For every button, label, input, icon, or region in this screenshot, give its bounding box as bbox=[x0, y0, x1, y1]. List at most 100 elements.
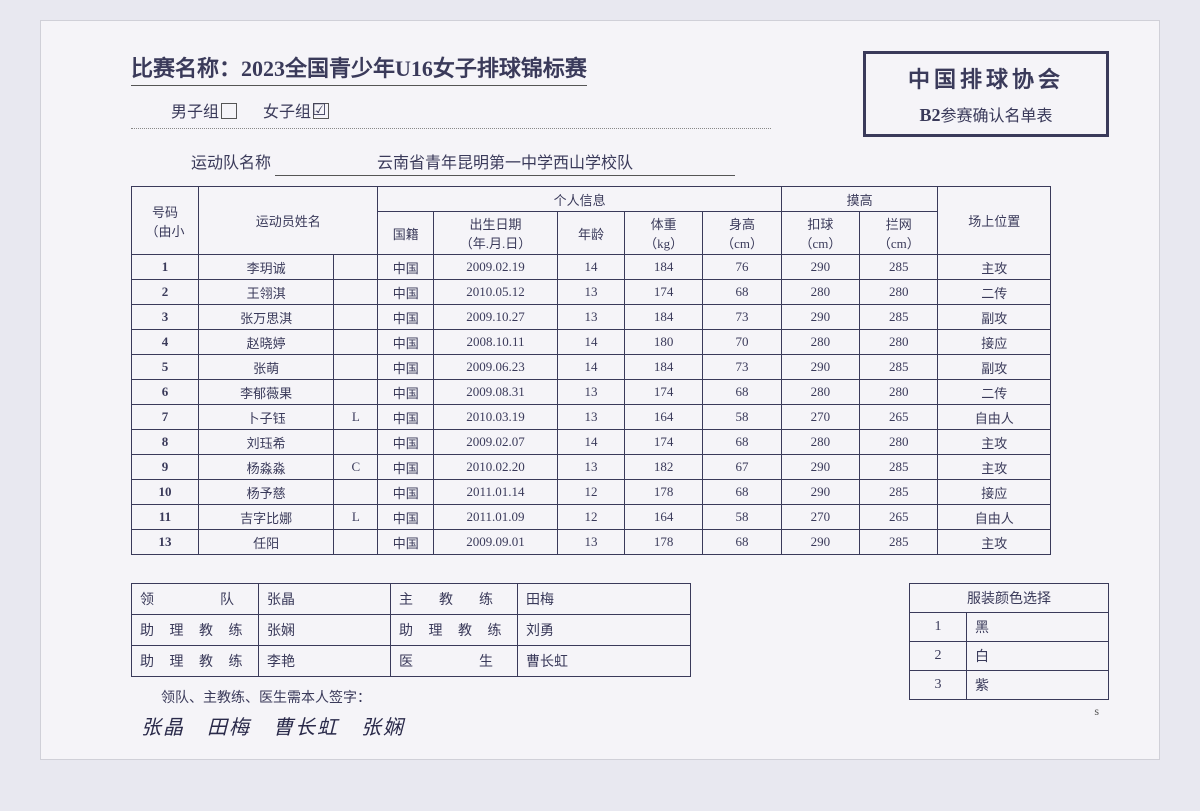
col-block-u: （cm） bbox=[878, 236, 920, 251]
cell-weight: 174 bbox=[624, 380, 702, 405]
cell-dob: 2009.08.31 bbox=[434, 380, 558, 405]
competition-title: 比赛名称：2023全国青少年U16女子排球锦标赛 bbox=[131, 51, 587, 86]
cell-pos: 副攻 bbox=[938, 305, 1051, 330]
cell-block: 280 bbox=[860, 280, 938, 305]
cell-name: 张萌 bbox=[199, 355, 334, 380]
cell-role bbox=[334, 480, 378, 505]
table-row: 13任阳中国2009.09.011317868290285主攻 bbox=[132, 530, 1051, 555]
cell-dob: 2011.01.14 bbox=[434, 480, 558, 505]
org-sub-text: 参赛确认名单表 bbox=[941, 108, 1053, 125]
cell-spike: 280 bbox=[781, 430, 859, 455]
col-num-l2: （由小 bbox=[146, 224, 185, 239]
table-row: 10杨予慈中国2011.01.141217868290285接应 bbox=[132, 480, 1051, 505]
cell-height: 58 bbox=[703, 405, 781, 430]
cell-spike: 290 bbox=[781, 255, 859, 280]
roster-table: 号码 （由小 运动员姓名 个人信息 摸高 场上位置 国籍 出生日期 （年.月.日… bbox=[131, 186, 1051, 555]
cell-role: L bbox=[334, 405, 378, 430]
cell-spike: 270 bbox=[781, 505, 859, 530]
col-personal: 个人信息 bbox=[378, 187, 781, 212]
cell-pos: 接应 bbox=[938, 480, 1051, 505]
cell-dob: 2009.02.19 bbox=[434, 255, 558, 280]
title-value: 2023全国青少年U16女子排球锦标赛 bbox=[241, 56, 587, 81]
corner-mark: s bbox=[1094, 704, 1099, 719]
org-code: B2 bbox=[919, 105, 940, 125]
cell-pos: 主攻 bbox=[938, 455, 1051, 480]
cell-nation: 中国 bbox=[378, 430, 434, 455]
asst1-name: 张娴 bbox=[259, 615, 391, 646]
col-spike: 扣球 （cm） bbox=[781, 212, 859, 255]
cell-role bbox=[334, 255, 378, 280]
uniform-num: 3 bbox=[910, 671, 967, 700]
cell-age: 14 bbox=[557, 430, 624, 455]
cell-pos: 主攻 bbox=[938, 530, 1051, 555]
cell-num: 6 bbox=[132, 380, 199, 405]
cell-name: 吉字比娜 bbox=[199, 505, 334, 530]
col-reach: 摸高 bbox=[781, 187, 938, 212]
cell-role bbox=[334, 380, 378, 405]
cell-block: 265 bbox=[860, 405, 938, 430]
male-checkbox[interactable] bbox=[221, 103, 237, 119]
cell-age: 13 bbox=[557, 305, 624, 330]
cell-spike: 280 bbox=[781, 330, 859, 355]
col-dob: 出生日期 （年.月.日） bbox=[434, 212, 558, 255]
table-row: 1李玥诚中国2009.02.191418476290285主攻 bbox=[132, 255, 1051, 280]
cell-num: 8 bbox=[132, 430, 199, 455]
cell-block: 280 bbox=[860, 380, 938, 405]
cell-spike: 290 bbox=[781, 530, 859, 555]
male-group-label: 男子组 bbox=[171, 104, 219, 121]
cell-pos: 二传 bbox=[938, 280, 1051, 305]
staff-table: 领 队 张晶 主 教 练 田梅 助 理 教 练 张娴 助 理 教 练 刘勇 助 … bbox=[131, 583, 691, 677]
header-left: 比赛名称：2023全国青少年U16女子排球锦标赛 男子组 女子组 bbox=[131, 51, 843, 137]
cell-age: 12 bbox=[557, 480, 624, 505]
sign-note: 领队、主教练、医生需本人签字： bbox=[161, 687, 691, 707]
cell-block: 280 bbox=[860, 330, 938, 355]
table-row: 8刘珏希中国2009.02.071417468280280主攻 bbox=[132, 430, 1051, 455]
cell-height: 73 bbox=[703, 305, 781, 330]
cell-age: 13 bbox=[557, 405, 624, 430]
dotted-separator bbox=[131, 128, 771, 129]
cell-height: 68 bbox=[703, 530, 781, 555]
signatures: 张晶 田梅 曹长虹 张娴 bbox=[141, 711, 691, 740]
cell-age: 13 bbox=[557, 280, 624, 305]
cell-nation: 中国 bbox=[378, 280, 434, 305]
cell-num: 13 bbox=[132, 530, 199, 555]
cell-name: 卜子钰 bbox=[199, 405, 334, 430]
cell-spike: 280 bbox=[781, 380, 859, 405]
cell-num: 2 bbox=[132, 280, 199, 305]
cell-height: 70 bbox=[703, 330, 781, 355]
cell-block: 265 bbox=[860, 505, 938, 530]
cell-pos: 副攻 bbox=[938, 355, 1051, 380]
org-title: 中国排球协会 bbox=[886, 62, 1086, 94]
cell-num: 10 bbox=[132, 480, 199, 505]
cell-name: 杨淼淼 bbox=[199, 455, 334, 480]
cell-block: 285 bbox=[860, 480, 938, 505]
cell-role: C bbox=[334, 455, 378, 480]
table-row: 2王翎淇中国2010.05.121317468280280二传 bbox=[132, 280, 1051, 305]
cell-height: 58 bbox=[703, 505, 781, 530]
cell-num: 9 bbox=[132, 455, 199, 480]
form-page: 比赛名称：2023全国青少年U16女子排球锦标赛 男子组 女子组 中国排球协会 … bbox=[40, 20, 1160, 760]
cell-role bbox=[334, 530, 378, 555]
cell-weight: 184 bbox=[624, 355, 702, 380]
cell-role: L bbox=[334, 505, 378, 530]
uniform-row: 3紫 bbox=[910, 671, 1109, 700]
doctor-label: 医 生 bbox=[390, 646, 517, 677]
uniform-row: 2白 bbox=[910, 642, 1109, 671]
cell-name: 杨予慈 bbox=[199, 480, 334, 505]
cell-age: 14 bbox=[557, 330, 624, 355]
org-box: 中国排球协会 B2参赛确认名单表 bbox=[863, 51, 1109, 137]
cell-block: 285 bbox=[860, 355, 938, 380]
female-checkbox[interactable] bbox=[313, 103, 329, 119]
cell-height: 68 bbox=[703, 380, 781, 405]
cell-pos: 二传 bbox=[938, 380, 1051, 405]
cell-height: 68 bbox=[703, 280, 781, 305]
team-name: 云南省青年昆明第一中学西山学校队 bbox=[275, 149, 735, 176]
cell-weight: 174 bbox=[624, 430, 702, 455]
cell-name: 李玥诚 bbox=[199, 255, 334, 280]
group-line: 男子组 女子组 bbox=[171, 98, 843, 122]
col-weight-l1: 体重 bbox=[651, 217, 677, 232]
cell-weight: 184 bbox=[624, 305, 702, 330]
cell-age: 13 bbox=[557, 530, 624, 555]
cell-dob: 2009.02.07 bbox=[434, 430, 558, 455]
cell-height: 73 bbox=[703, 355, 781, 380]
